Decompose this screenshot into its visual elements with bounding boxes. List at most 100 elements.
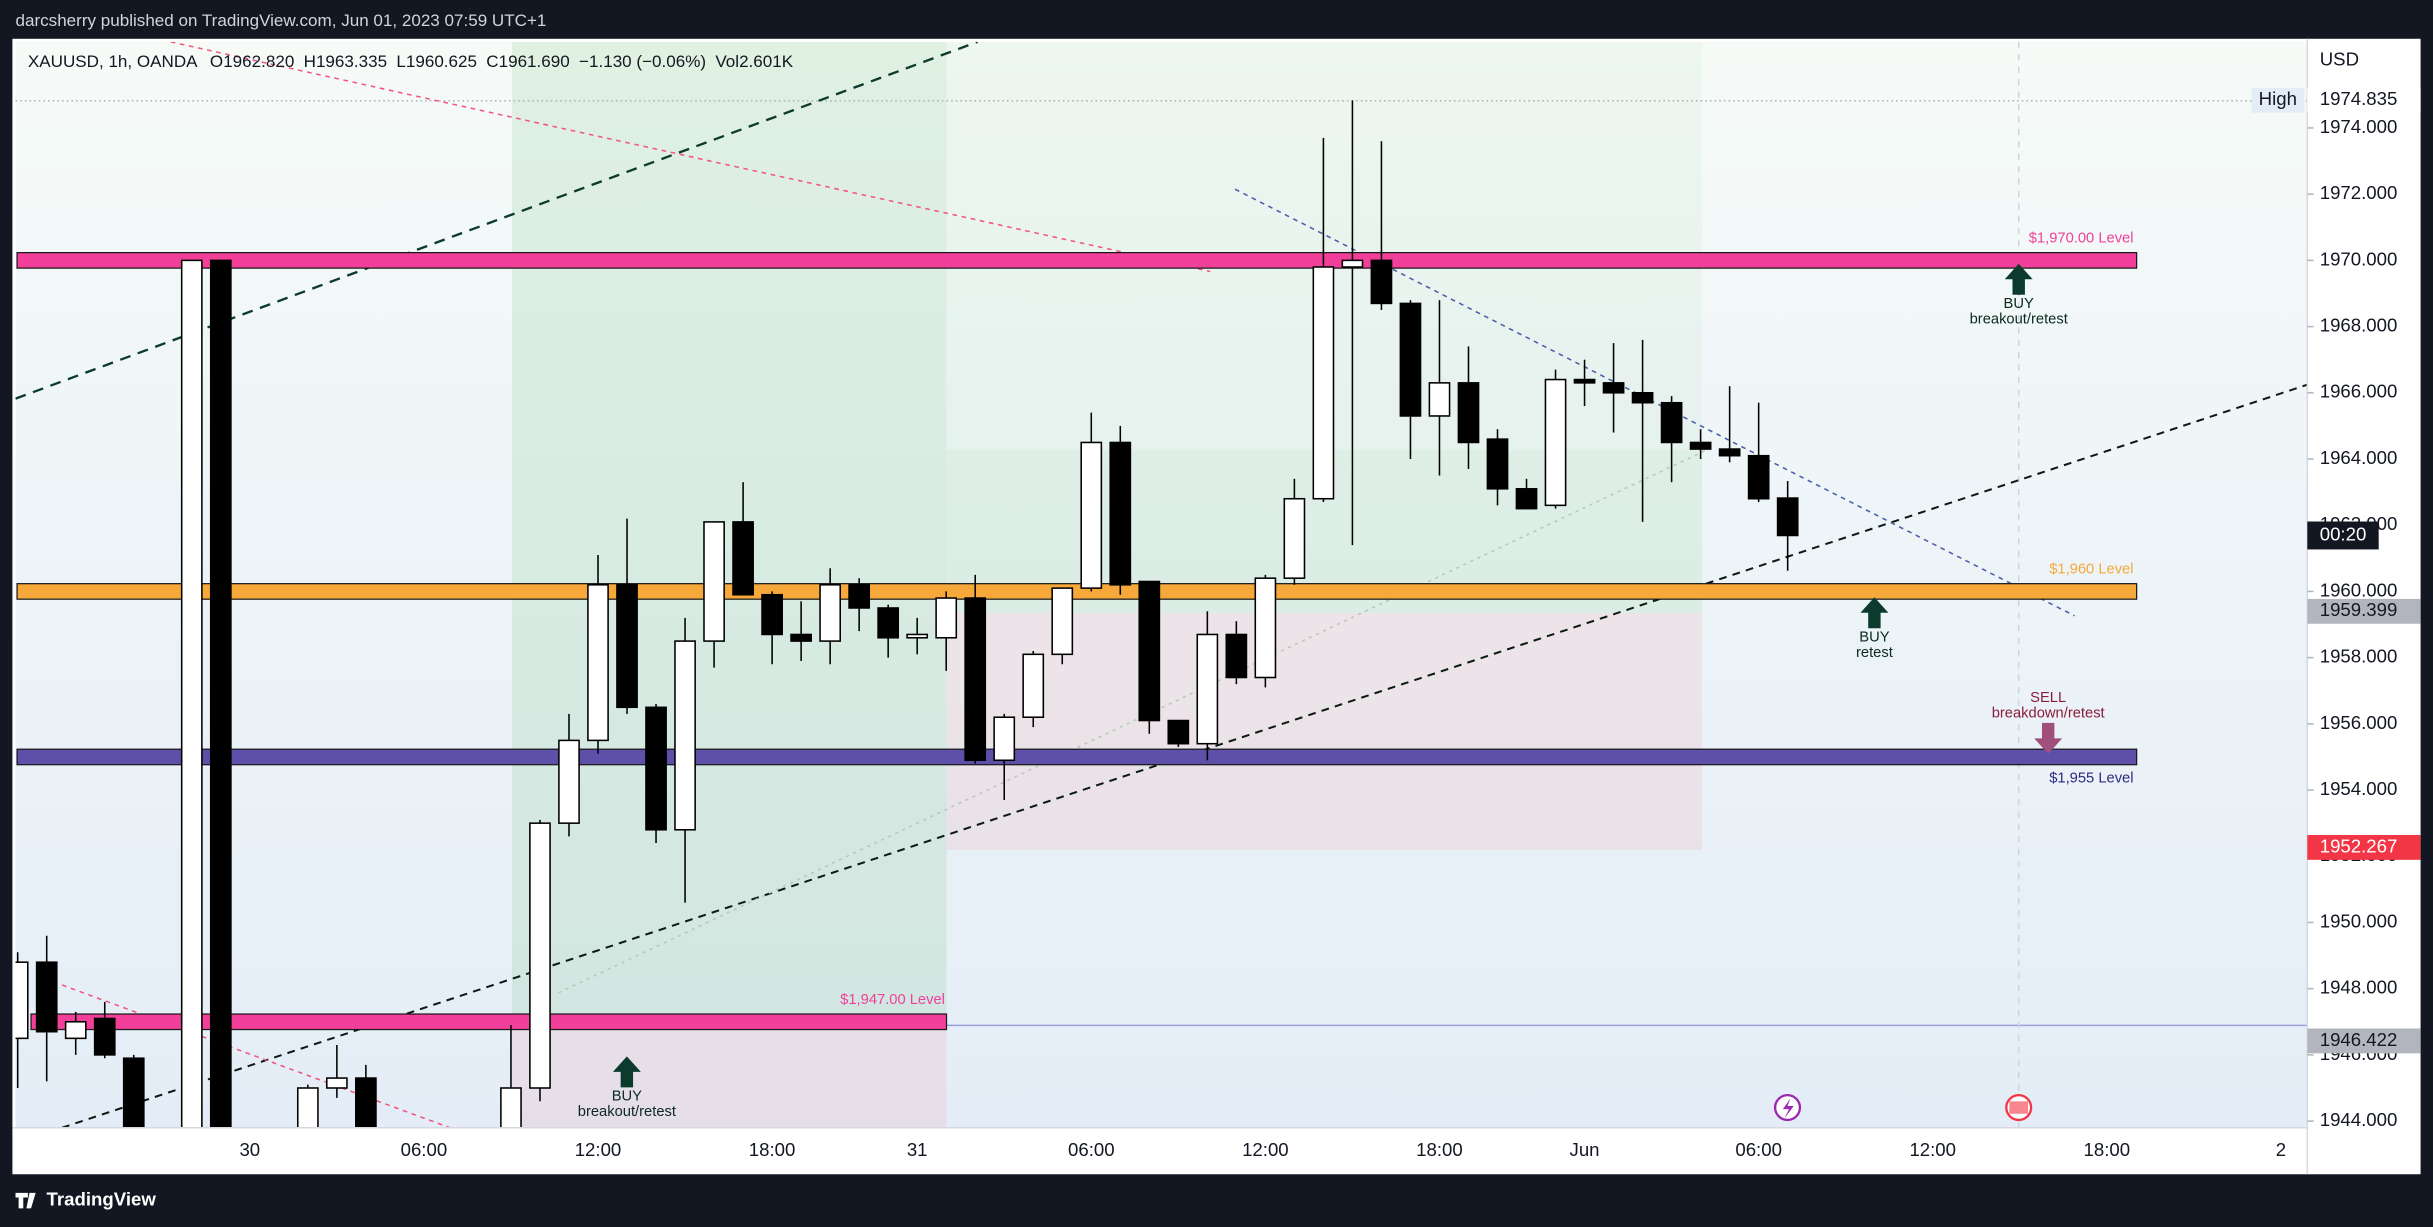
candle-body	[1399, 302, 1422, 417]
candle-body	[529, 822, 551, 1089]
candle-body	[1486, 438, 1509, 490]
candle-body	[1051, 587, 1074, 656]
level-label: $1,955 Level	[2049, 771, 2133, 787]
price-badge-label: 1959.399	[2320, 599, 2398, 620]
x-tick-label: 18:00	[1416, 1139, 1463, 1160]
signal-note: retest	[1856, 645, 1893, 661]
trend-line	[61, 383, 2308, 1128]
candle-body	[1660, 401, 1683, 444]
y-tick-label: 1960.000	[2320, 579, 2398, 600]
x-tick-label: 06:00	[401, 1139, 448, 1160]
price-badge	[2307, 835, 2421, 860]
signal-arrow	[612, 1056, 641, 1088]
candle-body	[558, 739, 580, 824]
candle-body	[1515, 488, 1538, 510]
candle-body	[993, 716, 1016, 762]
candle-body	[1370, 259, 1393, 305]
candle-body	[1631, 392, 1654, 404]
candle-body	[1747, 454, 1770, 500]
info-item: H1963.335	[304, 52, 387, 71]
candle-body	[180, 259, 203, 1128]
level-label: $1,947.00 Level	[840, 992, 945, 1008]
info-item: Vol2.601K	[715, 52, 793, 71]
candle-body	[209, 259, 232, 1128]
candle-body	[1254, 577, 1277, 679]
y-tick-label: 1970.000	[2320, 248, 2398, 269]
candle-body	[15, 961, 29, 1040]
trend-line	[15, 41, 978, 400]
countdown-badge	[2307, 521, 2379, 550]
x-tick-label: 18:00	[749, 1139, 796, 1160]
y-tick-label: 1956.000	[2320, 712, 2398, 733]
candle-body	[1341, 259, 1364, 268]
candle-body	[1602, 382, 1625, 394]
candle-body	[645, 706, 667, 831]
trend-line	[1234, 188, 2075, 617]
signal-action: BUY	[612, 1089, 642, 1105]
candle-body	[790, 633, 812, 642]
candle-body	[500, 1087, 522, 1128]
y-tick-label: 1954.000	[2320, 778, 2398, 799]
info-item: −1.130 (−0.06%)	[579, 52, 706, 71]
event-icon	[1782, 1098, 1794, 1119]
signal-note: breakdown/retest	[1992, 705, 2105, 721]
x-tick-label: 06:00	[1068, 1139, 1115, 1160]
signal-action: BUY	[2004, 296, 2034, 312]
level-band	[30, 1013, 948, 1031]
candle-body	[703, 521, 725, 642]
candle-body	[296, 1087, 319, 1128]
price-badge-label: 1946.422	[2320, 1029, 2398, 1050]
x-tick-label: 12:00	[1242, 1139, 1289, 1160]
candle-body	[1428, 382, 1451, 417]
y-tick-label: 1966.000	[2320, 381, 2398, 402]
countdown: 00:20	[2320, 523, 2367, 544]
y-tick-label: 1974.000	[2320, 116, 2398, 137]
candle-body	[1776, 497, 1799, 537]
signal-arrow	[1860, 597, 1889, 629]
signal-arrow	[2004, 263, 2033, 295]
signal-note: breakout/retest	[578, 1104, 676, 1120]
candle-body	[732, 521, 754, 596]
x-tick-label: 12:00	[575, 1139, 622, 1160]
level-band	[16, 583, 2138, 600]
signal-action: BUY	[1859, 629, 1889, 645]
info-item: C1961.690	[486, 52, 569, 71]
y-tick-label: 1944.000	[2320, 1109, 2398, 1130]
y-tick-label: 1950.000	[2320, 910, 2398, 931]
time-axis: 30 06:00 12:00 18:00 31 06:00 12:00 18:00 Jun 06:…	[239, 1139, 2286, 1160]
candle-body	[1196, 633, 1219, 745]
badge-tag	[2251, 87, 2305, 113]
symbol-info: XAUUSD, 1h, OANDA O1962.820 H1963.335 L1960…	[28, 52, 794, 71]
candle-body	[1544, 378, 1567, 507]
levels: $1,970.00 Level $1,960 Level $1,955 Level $…	[16, 231, 2138, 1031]
x-tick-label: 2	[2276, 1139, 2286, 1160]
x-tick-label: 18:00	[2084, 1139, 2131, 1160]
candle-body	[1457, 382, 1480, 444]
info-item: XAUUSD, 1h, OANDA	[28, 52, 198, 71]
candle-body	[616, 584, 638, 709]
candle-body	[1573, 378, 1596, 384]
candle-body	[906, 633, 929, 639]
level-label: $1,960 Level	[2049, 562, 2133, 578]
price-badge	[2307, 1028, 2421, 1054]
candle-body	[64, 1021, 87, 1040]
candle-body	[1138, 580, 1161, 722]
candle-body	[935, 597, 958, 639]
candle-body	[1022, 653, 1045, 718]
candle-body	[355, 1077, 377, 1128]
level-label: $1,970.00 Level	[2029, 231, 2134, 247]
trend-line	[61, 984, 451, 1128]
price-axis: 1944.0001946.0001948.0001950.0001952.000…	[2307, 116, 2397, 1130]
candle-body	[1312, 266, 1335, 500]
candle-body	[1080, 441, 1103, 589]
candle-body	[326, 1077, 348, 1089]
publish-note: darcsherry published on TradingView.com,…	[16, 11, 547, 30]
x-tick-label: 12:00	[1909, 1139, 1956, 1160]
level-band	[16, 748, 2138, 766]
price-badge	[2307, 87, 2421, 113]
candle-body	[819, 584, 841, 642]
level-band	[16, 251, 2138, 269]
candles	[15, 100, 1799, 1128]
signal-action: SELL	[2030, 690, 2066, 706]
